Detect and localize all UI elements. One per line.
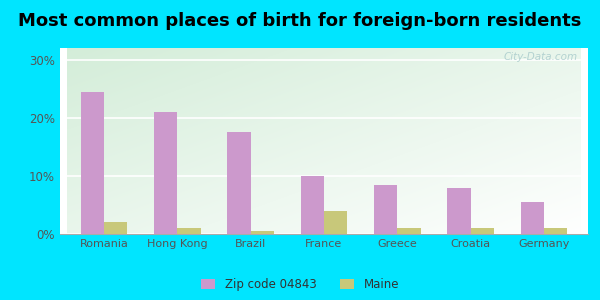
Bar (301, 176, 324, 234)
Bar (154, 112, 178, 234)
Bar (447, 188, 470, 234)
Bar (544, 228, 568, 234)
Text: Most common places of birth for foreign-born residents: Most common places of birth for foreign-… (19, 12, 581, 30)
Bar (397, 228, 421, 234)
Text: City-Data.com: City-Data.com (503, 52, 577, 62)
Bar (324, 211, 347, 234)
Bar (251, 231, 274, 234)
Legend: Zip code 04843, Maine: Zip code 04843, Maine (201, 278, 399, 291)
Bar (80, 92, 104, 234)
Bar (104, 222, 127, 234)
Bar (374, 184, 397, 234)
Bar (227, 132, 251, 234)
Bar (470, 228, 494, 234)
Bar (178, 228, 201, 234)
Bar (521, 202, 544, 234)
